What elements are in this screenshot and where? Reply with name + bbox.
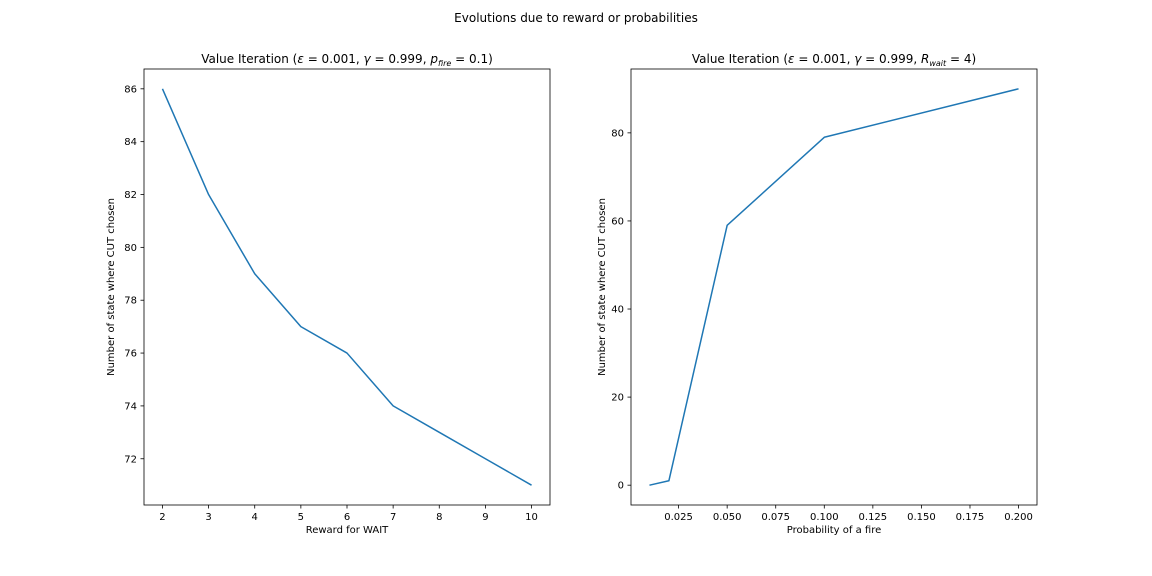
chart-1-ytick-label: 0 xyxy=(618,481,624,492)
chart-1-xtick-label: 0.100 xyxy=(810,512,839,523)
chart-0-xtick-label: 6 xyxy=(344,512,350,523)
chart-1-xtick-label: 0.150 xyxy=(907,512,936,523)
chart-1-xtick-label: 0.125 xyxy=(859,512,888,523)
chart-0-xtick-label: 2 xyxy=(159,512,165,523)
chart-0-series-line xyxy=(161,88,532,486)
chart-reward-for-wait: Value Iteration (ε = 0.001, γ = 0.999, p… xyxy=(106,52,551,536)
chart-0-xlabel: Reward for WAIT xyxy=(306,525,389,536)
figure-suptitle: Evolutions due to reward or probabilitie… xyxy=(454,11,698,25)
chart-0-ytick-label: 78 xyxy=(124,296,137,307)
chart-1-xlabel: Probability of a fire xyxy=(787,525,882,536)
chart-probability-of-fire: Value Iteration (ε = 0.001, γ = 0.999, R… xyxy=(597,52,1038,536)
chart-1-ytick-label: 80 xyxy=(611,128,624,139)
chart-0-xtick-label: 10 xyxy=(525,512,538,523)
chart-0-ytick-label: 82 xyxy=(124,190,137,201)
chart-1-title: Value Iteration (ε = 0.001, γ = 0.999, R… xyxy=(692,52,976,68)
chart-0-title: Value Iteration (ε = 0.001, γ = 0.999, p… xyxy=(201,52,493,68)
chart-0-xtick-label: 5 xyxy=(298,512,304,523)
chart-1-xtick-label: 0.025 xyxy=(664,512,693,523)
chart-1-ytick-label: 20 xyxy=(611,393,624,404)
chart-0-xtick-label: 9 xyxy=(482,512,488,523)
chart-0-ylabel: Number of state where CUT chosen xyxy=(106,198,117,376)
chart-0-xtick-label: 7 xyxy=(390,512,396,523)
chart-0-ytick-label: 74 xyxy=(124,401,137,412)
chart-0-ytick-label: 76 xyxy=(124,349,137,360)
chart-1-ylabel: Number of state where CUT chosen xyxy=(597,198,608,376)
chart-0-xtick-label: 3 xyxy=(205,512,211,523)
chart-1-xtick-label: 0.200 xyxy=(1004,512,1033,523)
chart-0-ytick-label: 86 xyxy=(124,84,137,95)
chart-1-xtick-label: 0.175 xyxy=(956,512,985,523)
chart-1-xtick-label: 0.075 xyxy=(761,512,790,523)
chart-0-xtick-label: 8 xyxy=(436,512,442,523)
chart-0-ytick-label: 80 xyxy=(124,243,137,254)
chart-0-plot-frame xyxy=(143,68,551,506)
chart-1-plot-frame xyxy=(630,68,1038,506)
chart-0-xtick-label: 4 xyxy=(252,512,258,523)
chart-1-xtick-label: 0.050 xyxy=(713,512,742,523)
chart-1-ytick-label: 60 xyxy=(611,216,624,227)
chart-0-ytick-label: 72 xyxy=(124,454,137,465)
chart-1-series-line xyxy=(649,88,1019,486)
chart-1-ytick-label: 40 xyxy=(611,305,624,316)
chart-0-ytick-label: 84 xyxy=(124,137,137,148)
chart-1-ticks: 0.025 0.050 0.075 0.100 0.125 0.150 0.175 0.200… xyxy=(611,128,1033,523)
